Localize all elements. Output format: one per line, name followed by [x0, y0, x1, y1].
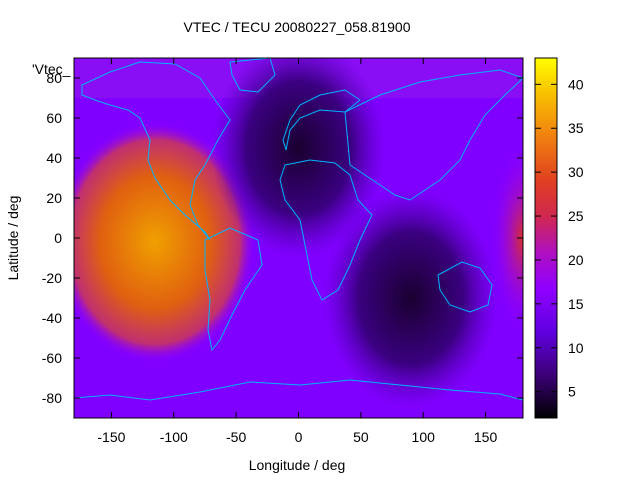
- coast-south-america: [204, 227, 263, 352]
- x-axis-label: Longitude / deg: [249, 457, 346, 473]
- x-tick-label: 0: [295, 429, 303, 445]
- colorbar-ticks: 5 10 15 20 25 30 35 40: [535, 76, 584, 400]
- colorbar-tick-label: 40: [568, 76, 584, 92]
- colorbar-tick-label: 25: [568, 208, 584, 224]
- y-tick-label: 60: [46, 110, 62, 126]
- coast-asia: [344, 69, 523, 201]
- colorbar: [534, 57, 558, 419]
- y-tick-label: -20: [42, 270, 62, 286]
- x-tick-label: 100: [412, 429, 436, 445]
- coast-greenland: [229, 58, 276, 93]
- coast-africa: [279, 159, 373, 301]
- x-tick-label: -50: [226, 429, 246, 445]
- colorbar-tick-label: 10: [568, 340, 584, 356]
- colorbar-tick-label: 30: [568, 164, 584, 180]
- x-tick-label: -150: [97, 429, 125, 445]
- y-tick-label: -80: [42, 390, 62, 406]
- coast-australia: [437, 261, 493, 313]
- chart-title: VTEC / TECU 20080227_058.81900: [183, 19, 410, 35]
- series-label: 'Vtec_: [32, 61, 71, 77]
- y-axis: -80 -60 -40 -20 0 20 40 60 80: [42, 70, 523, 406]
- y-axis-label: Latitude / deg: [5, 196, 21, 281]
- y-tick-label: 20: [46, 190, 62, 206]
- x-tick-label: -100: [160, 429, 188, 445]
- coast-antarctica: [74, 379, 523, 401]
- heatmap-plot-area: [74, 58, 523, 418]
- x-axis: -150 -100 -50 0 50 100 150: [97, 58, 497, 445]
- y-tick-label: -40: [42, 310, 62, 326]
- coast-north-america: [81, 61, 231, 241]
- y-tick-label: 80: [46, 70, 62, 86]
- y-tick-label: 40: [46, 150, 62, 166]
- x-tick-label: 50: [353, 429, 369, 445]
- colorbar-tick-label: 20: [568, 252, 584, 268]
- colorbar-tick-label: 15: [568, 296, 584, 312]
- coastlines: [74, 58, 523, 401]
- colorbar-tick-label: 5: [568, 384, 576, 400]
- y-tick-label: -60: [42, 350, 62, 366]
- colorbar-tick-label: 35: [568, 120, 584, 136]
- coast-europe: [282, 89, 361, 151]
- x-tick-label: 150: [474, 429, 498, 445]
- heat-feature: [323, 188, 499, 408]
- y-tick-label: 0: [54, 230, 62, 246]
- heat-feature: [211, 58, 386, 258]
- heatmap-features: [74, 58, 523, 408]
- heat-feature: [491, 148, 523, 328]
